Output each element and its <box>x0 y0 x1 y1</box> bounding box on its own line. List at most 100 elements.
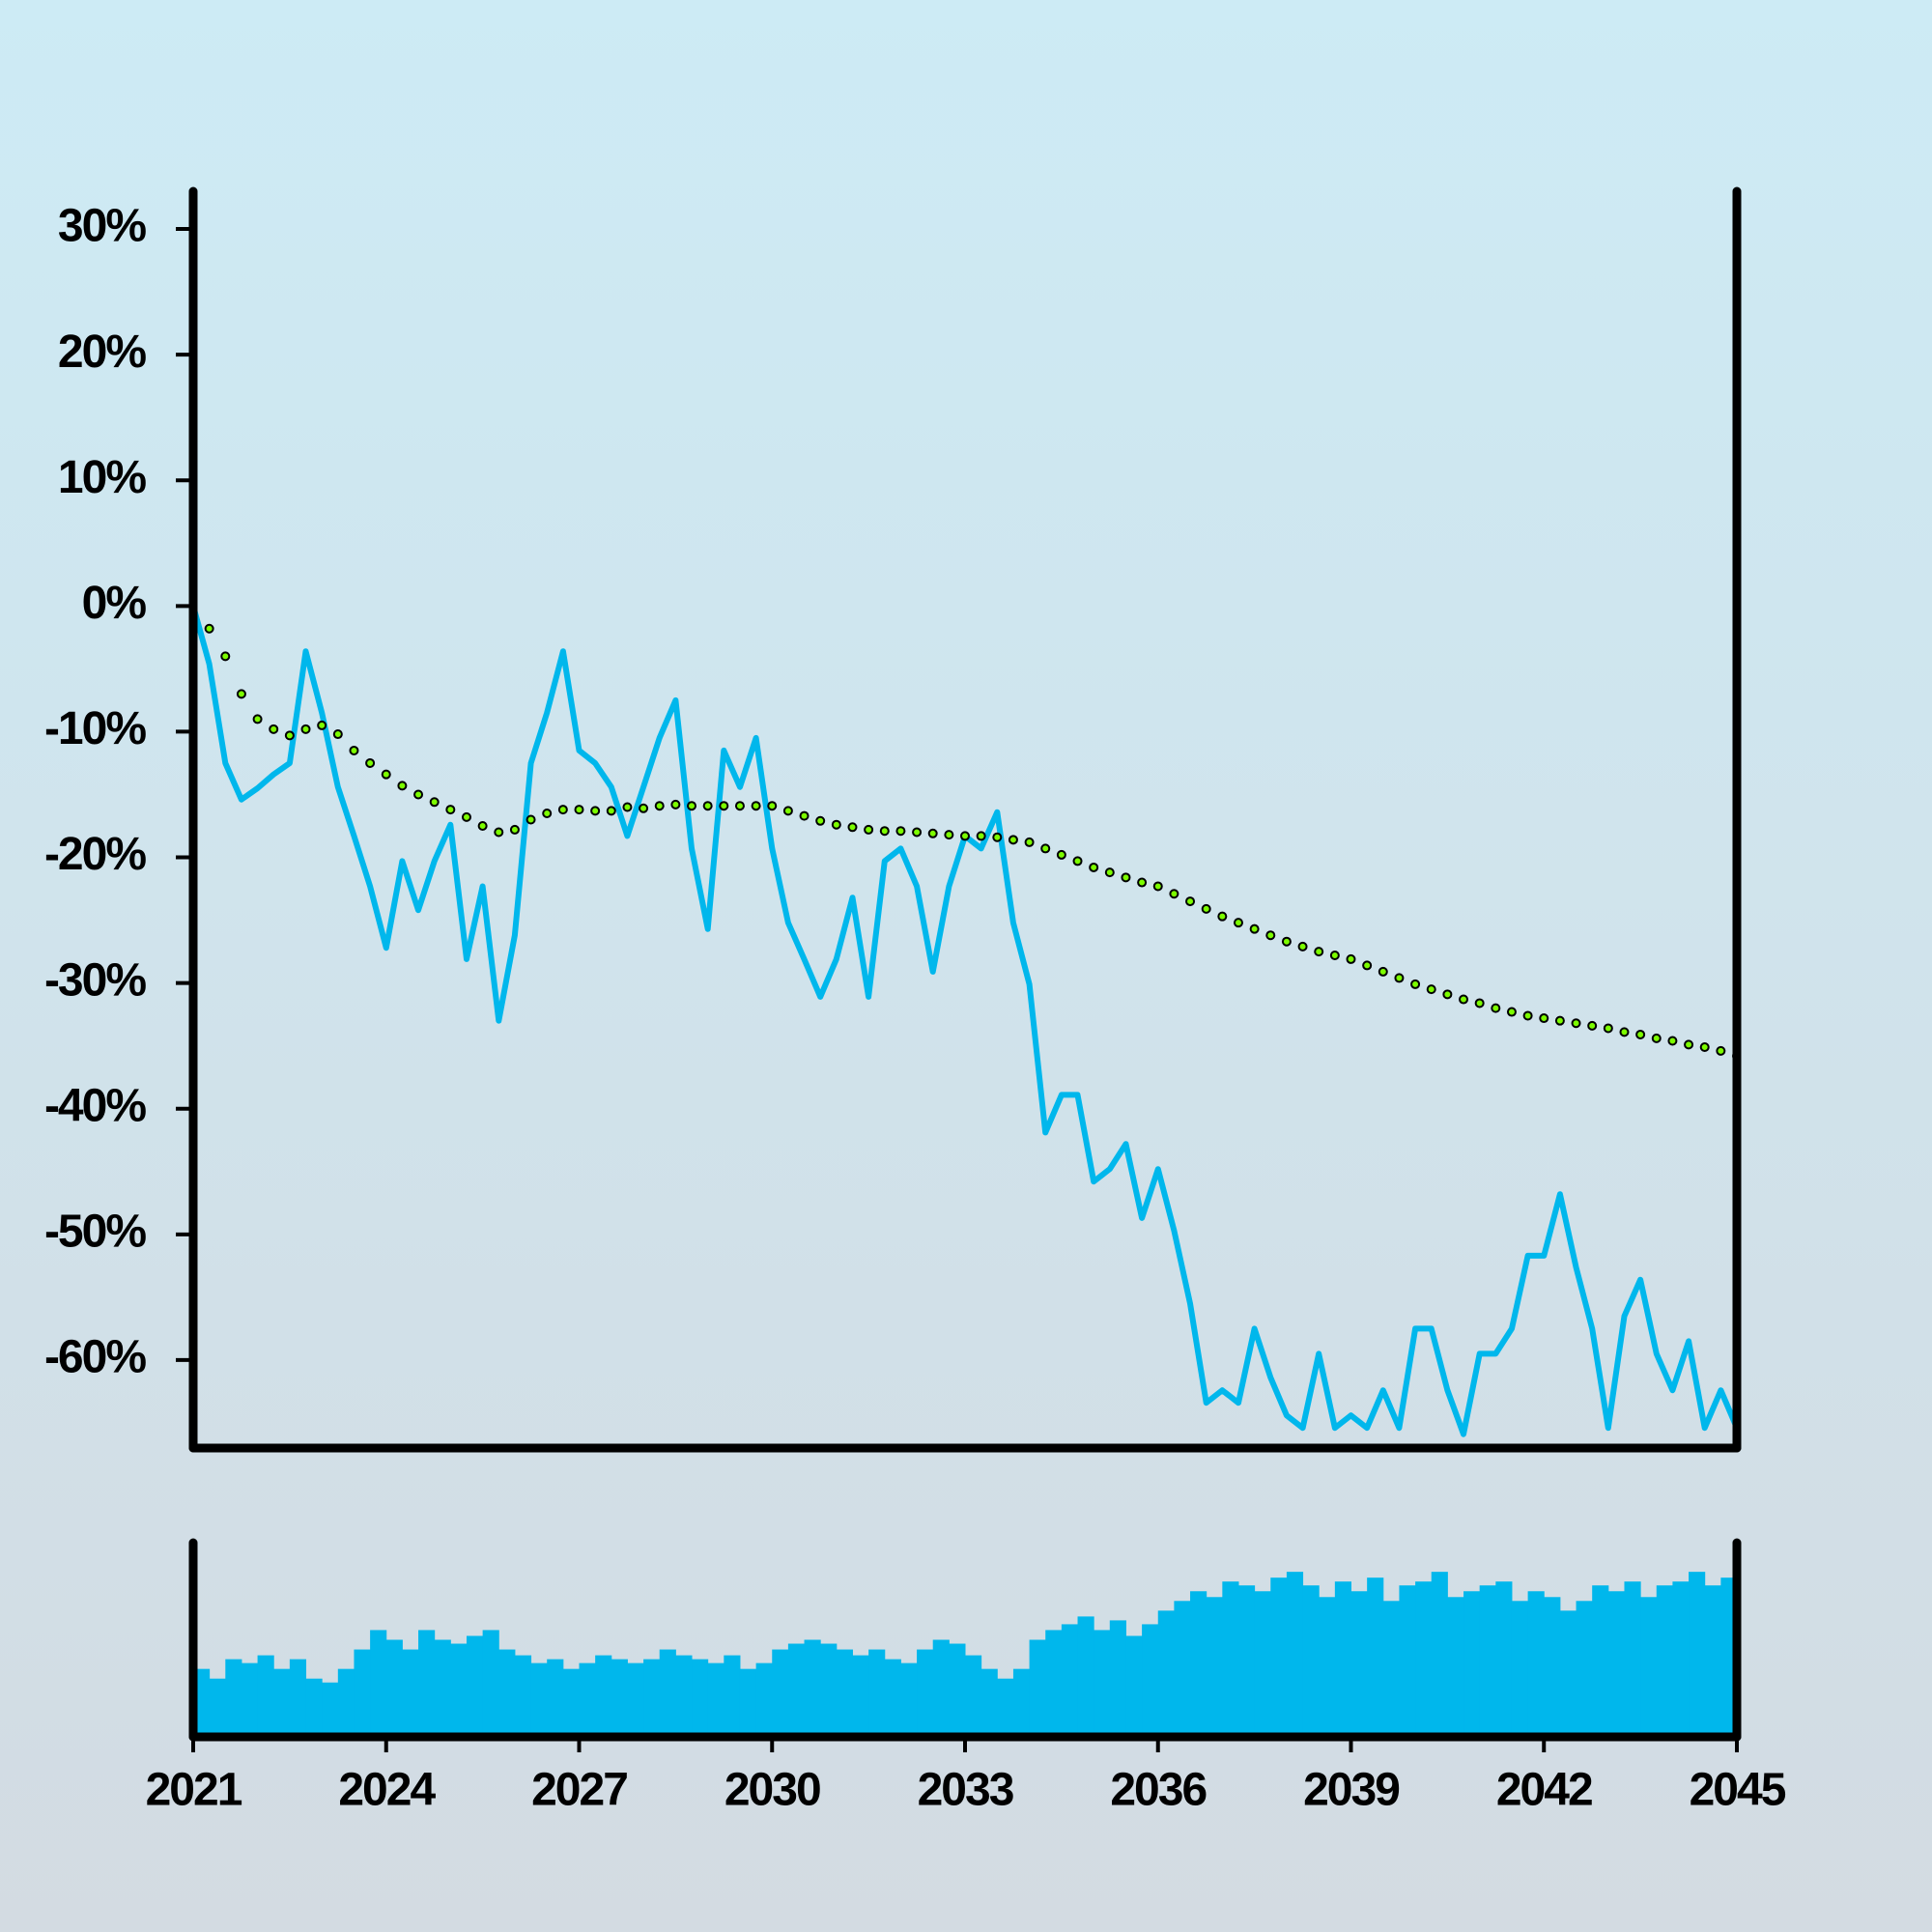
price-line <box>193 605 1737 1437</box>
volume-bar <box>627 1662 644 1737</box>
volume-bar <box>1544 1597 1561 1737</box>
ma-dot <box>1201 903 1211 914</box>
ma-dot <box>1185 896 1196 907</box>
y-tick-label: -50% <box>44 1207 146 1258</box>
volume-bar <box>611 1659 628 1737</box>
volume-bar <box>209 1678 226 1737</box>
ma-dot <box>767 801 778 811</box>
ma-dot <box>960 831 970 841</box>
ma-dot <box>1346 953 1356 964</box>
volume-bar <box>547 1659 564 1737</box>
ma-dot <box>1104 867 1115 878</box>
ma-dot <box>461 811 471 822</box>
volume-bar <box>1640 1597 1658 1737</box>
x-tick-label: 2027 <box>531 1765 627 1816</box>
ma-dot <box>751 801 761 811</box>
ma-dot <box>1716 1045 1726 1056</box>
volume-bar <box>1463 1591 1481 1737</box>
ma-dot <box>1314 947 1324 957</box>
volume-bar <box>1415 1581 1433 1737</box>
volume-bar <box>1592 1585 1609 1737</box>
volume-bar <box>1142 1624 1159 1737</box>
volume-bar <box>1334 1581 1351 1737</box>
volume-bar <box>1656 1585 1673 1737</box>
volume-bar <box>385 1639 403 1737</box>
volume-bar <box>466 1635 484 1737</box>
volume-bar <box>1319 1597 1336 1737</box>
ma-dot <box>413 789 424 800</box>
volume-bar <box>1270 1577 1288 1737</box>
volume-bar <box>1125 1635 1143 1737</box>
volume-bar <box>514 1655 532 1737</box>
ma-dot <box>269 724 279 734</box>
volume-bar <box>1286 1572 1304 1737</box>
ma-dot <box>1394 973 1405 983</box>
ma-dot <box>381 769 391 780</box>
volume-bar <box>241 1662 259 1737</box>
ma-dot <box>494 827 504 838</box>
ma-dot <box>639 803 649 813</box>
volume-bar <box>965 1655 982 1737</box>
volume-bar <box>482 1630 499 1737</box>
ma-dot <box>1491 1003 1501 1013</box>
volume-bar <box>370 1630 387 1737</box>
ma-dot <box>284 730 295 741</box>
ma-dot <box>1056 849 1066 860</box>
ma-dot <box>365 757 376 768</box>
ma-dot <box>300 724 311 734</box>
ma-dot <box>204 623 214 634</box>
ma-dot <box>1651 1033 1662 1043</box>
volume-bar <box>289 1659 307 1737</box>
volume-bar <box>1511 1601 1529 1737</box>
volume-bar <box>692 1659 709 1737</box>
volume-bar <box>1045 1630 1063 1737</box>
ma-dot <box>1587 1020 1598 1031</box>
ma-dot <box>815 815 826 826</box>
ma-dot <box>1506 1007 1517 1017</box>
volume-bar <box>450 1643 468 1737</box>
ma-dot <box>799 810 810 821</box>
ma-dot <box>719 801 729 811</box>
volume-bar <box>1174 1601 1191 1737</box>
x-tick-label: 2021 <box>146 1765 242 1816</box>
volume-bar <box>724 1655 741 1737</box>
volume-bar <box>1689 1572 1706 1737</box>
volume-bar <box>1447 1597 1464 1737</box>
ma-dot <box>1089 862 1099 872</box>
volume-bar <box>354 1649 371 1737</box>
ma-dot <box>1699 1041 1710 1052</box>
ma-dot <box>590 806 601 816</box>
ma-dot <box>944 830 954 840</box>
volume-bar <box>884 1659 901 1737</box>
volume-bar <box>1479 1585 1496 1737</box>
ma-dot <box>220 651 231 662</box>
y-tick-label: 0% <box>82 578 147 629</box>
volume-bar <box>949 1643 966 1737</box>
volume-bar <box>980 1668 998 1737</box>
y-tick-label: -40% <box>44 1080 146 1131</box>
volume-bar <box>900 1662 918 1737</box>
volume-bar <box>820 1643 838 1737</box>
ma-dot <box>477 821 488 832</box>
volume-bar <box>530 1662 548 1737</box>
volume-bar <box>739 1668 757 1737</box>
x-tick-label: 2045 <box>1690 1765 1786 1816</box>
volume-bar <box>402 1649 419 1737</box>
ma-dot <box>1522 1010 1533 1021</box>
volume-bar <box>1576 1601 1593 1737</box>
volume-bar <box>1061 1624 1079 1737</box>
ma-dot <box>1040 843 1051 854</box>
ma-dot <box>1217 911 1228 922</box>
volume-bar <box>787 1643 806 1737</box>
volume-bar <box>1624 1581 1641 1737</box>
ma-dot <box>879 826 890 837</box>
volume-bar <box>225 1659 242 1737</box>
volume-bar <box>1012 1668 1031 1737</box>
volume-bar <box>579 1662 596 1737</box>
ma-dot <box>1426 984 1436 995</box>
ma-dot <box>1265 930 1276 941</box>
ma-dot <box>976 831 986 841</box>
volume-bar <box>257 1655 274 1737</box>
ma-dot <box>1619 1027 1630 1037</box>
